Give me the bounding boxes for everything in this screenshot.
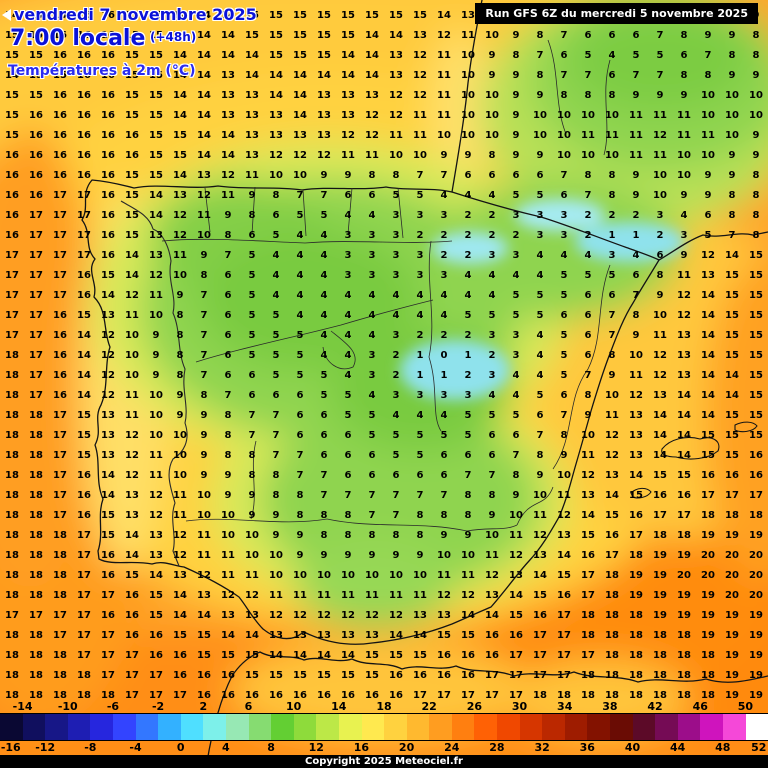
scale-label: 22 [421,700,437,713]
scale-label: -12 [35,741,56,754]
scale-color-segment [632,714,656,740]
scale-color-segment [700,714,723,740]
scale-label: 48 [715,741,731,754]
scale-color-segment [158,714,181,740]
valid-date-label: vendredi 7 novembre 2025 [14,5,257,24]
scale-color-segment [542,714,565,740]
iberia-coastline [81,0,768,645]
scale-color-segment [271,714,294,740]
scale-color-segment [429,714,452,740]
scale-color-segment [519,714,543,740]
scale-label: 16 [353,741,370,754]
scale-label: 6 [244,700,253,713]
scale-label: 52 [751,741,767,754]
scale-color-bar [0,713,768,741]
scale-color-segment [203,714,226,740]
scale-color-segment [723,714,746,740]
scale-label: 28 [489,741,505,754]
pyrenees-border [451,191,660,261]
scale-label: 38 [602,700,618,713]
scale-label: 44 [669,741,686,754]
scale-label: 36 [579,741,595,754]
scale-color-segment [316,714,339,740]
scale-label: -16 [0,741,21,754]
scale-label: 26 [466,700,482,713]
scale-label: 34 [557,700,573,713]
scale-label: 42 [647,700,663,713]
scale-color-segment [90,714,113,740]
portugal-spain-border [120,200,188,567]
scale-bottom-labels: -16 -12 -8 -4 0 4 8 12 16 20 24 28 32 36 40 44 48 52 [0,741,768,754]
scale-label: 32 [534,741,550,754]
scale-label: -6 [106,700,120,713]
scale-label: 24 [444,741,460,754]
scale-color-segment [610,714,633,740]
scale-color-segment [112,714,136,740]
scale-color-segment [677,714,701,740]
scale-label: 18 [376,700,392,713]
scale-color-segment [361,714,385,740]
cold-spots [400,199,685,400]
scale-label: 20 [398,741,415,754]
scale-label: 10 [285,700,302,713]
valid-time-label: 7:00 locale [10,26,146,51]
region-borders [120,39,611,567]
scale-color-segment [180,714,204,740]
prev-arrow-icon[interactable] [2,9,11,21]
scale-label: -10 [57,700,78,713]
scale-color-segment [451,714,475,740]
scale-color-segment [384,714,407,740]
scale-color-segment [655,714,678,740]
temperature-color-scale: -14 -10 -6 -2 2 6 10 14 18 22 26 30 34 38 42 46 50 -16 -1… [0,700,768,754]
scale-label: 2 [199,700,208,713]
scale-color-segment [135,714,159,740]
copyright-bar: Copyright 2025 Meteociel.fr [0,755,768,768]
africa-coastline [205,651,768,768]
scale-label: 14 [331,700,347,713]
balearic-islands [630,421,758,499]
scale-color-segment [474,714,498,740]
scale-color-segment [0,714,23,740]
scale-label: 8 [267,741,275,754]
model-run-box: Run GFS 6Z du mercredi 5 novembre 2025 [475,3,758,24]
scale-color-segment [22,714,46,740]
scale-label: 12 [308,741,324,754]
scale-color-segment [745,714,768,740]
mallorca-outline [661,436,720,460]
menorca-outline [734,421,758,433]
scale-label: -4 [129,741,142,754]
scale-color-segment [406,714,430,740]
scale-label: 46 [692,700,708,713]
scale-label: -14 [12,700,33,713]
scale-color-segment [564,714,588,740]
scale-color-segment [293,714,317,740]
scale-color-segment [45,714,68,740]
forecast-offset-label: (+48h) [150,30,197,44]
scale-label: -8 [84,741,97,754]
scale-label: 40 [624,741,641,754]
scale-label: 30 [511,700,528,713]
ibiza-outline [630,487,652,499]
scale-color-segment [67,714,91,740]
scale-color-segment [497,714,520,740]
scale-color-segment [587,714,611,740]
scale-label: 4 [222,741,230,754]
coastlines [81,0,768,768]
scale-color-segment [338,714,362,740]
scale-label: -2 [151,700,165,713]
scale-color-segment [225,714,249,740]
scale-label: 0 [176,741,185,754]
scale-top-labels: -14 -10 -6 -2 2 6 10 14 18 22 26 30 34 38 42 46 50 [0,700,768,713]
parameter-label: Températures à 2m (°C) [8,63,196,79]
scale-color-segment [248,714,272,740]
scale-label: 50 [737,700,754,713]
